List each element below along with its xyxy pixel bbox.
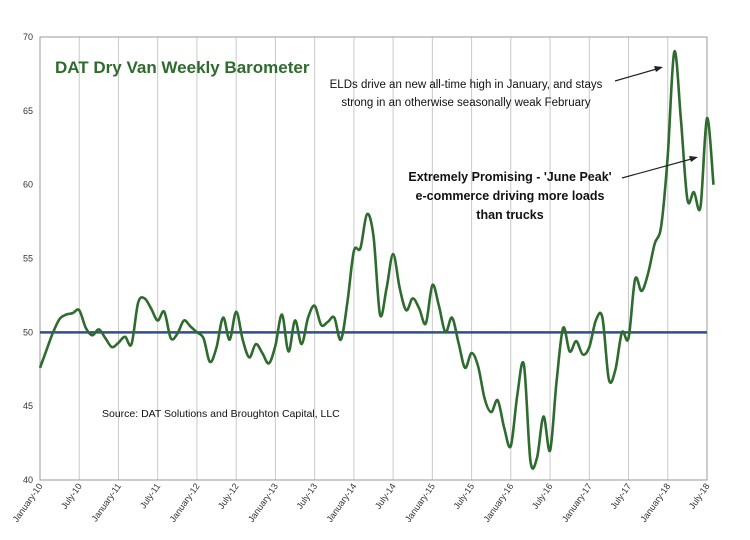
x-tick-label: July-15 [451,481,476,511]
annotation-elds: ELDs drive an new all-time high in Janua… [330,66,663,109]
x-tick-label: July-10 [59,481,84,511]
annotation-june-line-1: Extremely Promising - 'June Peak' [408,170,611,184]
x-tick-label: July-14 [373,481,398,511]
y-tick-label: 65 [23,106,33,116]
x-tick-label: January-12 [168,481,202,524]
source-note: Source: DAT Solutions and Broughton Capi… [102,408,340,420]
annotation-june-peak: Extremely Promising - 'June Peak' e-comm… [408,156,698,222]
y-tick-label: 70 [23,32,33,42]
annotation-june-line-3: than trucks [476,208,543,222]
series-line [38,50,715,470]
x-tick-label: January-13 [246,481,280,524]
x-tick-label: July-13 [294,481,319,511]
y-tick-label: 40 [23,475,33,485]
annotation-elds-arrow [614,67,661,82]
x-tick-label: January-16 [481,481,515,524]
x-tick-label: July-16 [530,481,555,511]
annotation-elds-line-2: strong in an otherwise seasonally weak F… [341,97,591,109]
y-tick-label: 55 [23,254,33,264]
x-tick-label: January-15 [403,481,437,524]
annotation-elds-arrowhead [654,66,663,72]
chart-title: DAT Dry Van Weekly Barometer [55,58,310,77]
x-axis: January-10 July-10 January-11 July-11 Januar… [11,481,712,524]
x-tick-label: January-14 [325,481,359,524]
x-tick-label: July-18 [687,481,712,511]
y-tick-label: 50 [23,327,33,337]
x-tick-label: January-10 [11,481,45,524]
x-tick-label: January-11 [89,481,123,523]
x-tick-label: July-17 [608,481,633,511]
annotation-june-arrowhead [689,156,698,162]
x-tick-label: January-18 [638,481,672,524]
annotation-elds-line-1: ELDs drive an new all-time high in Janua… [330,79,603,91]
annotation-june-line-2: e-commerce driving more loads [416,189,605,203]
y-axis: 40 45 50 55 60 65 70 [23,32,33,485]
x-tick-label: January-17 [560,481,594,524]
x-tick-label: July-12 [216,481,241,511]
plot-area-border [39,36,708,481]
x-tick-label: July-11 [138,481,162,510]
y-tick-label: 45 [23,401,33,411]
y-tick-label: 60 [23,180,33,190]
annotation-june-arrow [621,157,696,179]
